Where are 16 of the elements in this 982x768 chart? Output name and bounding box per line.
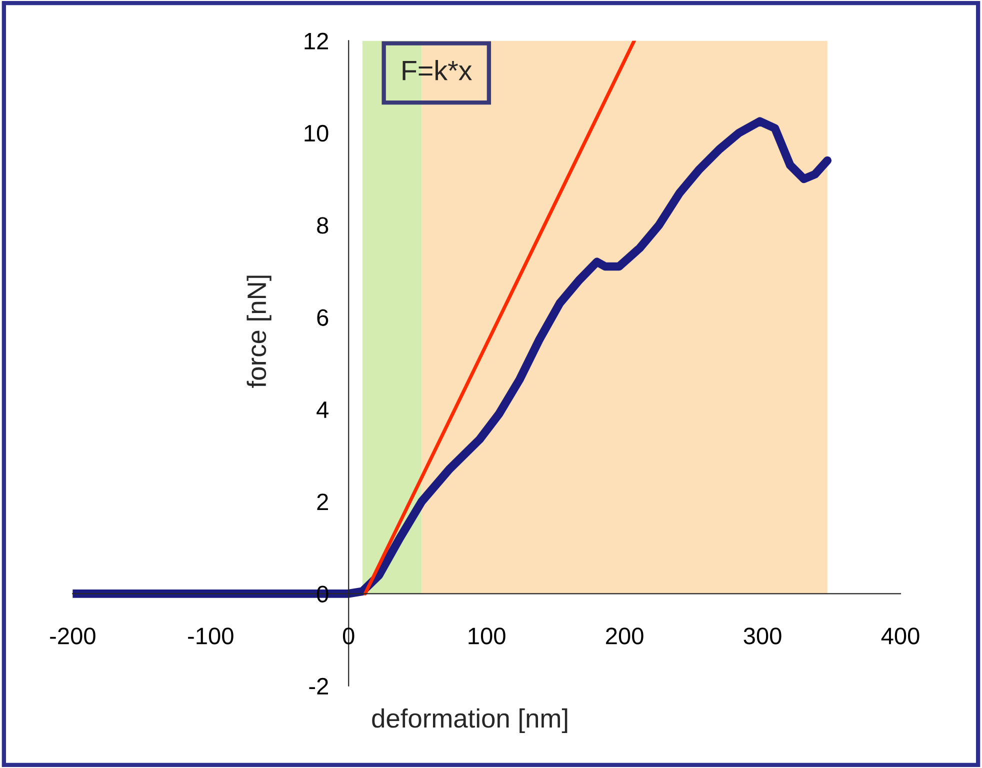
y-tick-label: 6: [317, 309, 328, 326]
x-tick-label: 200: [606, 628, 644, 644]
x-tick-label: 400: [881, 628, 920, 644]
y-tick-label: 2: [317, 494, 328, 510]
y-tick-label: -2: [309, 678, 328, 694]
x-tick-label: -200: [50, 628, 96, 644]
y-tick-label: 10: [304, 124, 328, 142]
y-tick-label: 8: [317, 217, 328, 234]
y-tick-label: 4: [316, 402, 328, 418]
x-axis-title: deformation [nm]: [372, 708, 568, 734]
annotation: F=k*x: [402, 60, 472, 80]
x-tick-label: -100: [188, 628, 234, 644]
x-tick-label: 300: [744, 628, 782, 644]
y-tick-label: 12: [304, 32, 328, 50]
x-tick-label: 100: [468, 628, 506, 644]
y-axis-title: force [nN]: [246, 276, 272, 388]
